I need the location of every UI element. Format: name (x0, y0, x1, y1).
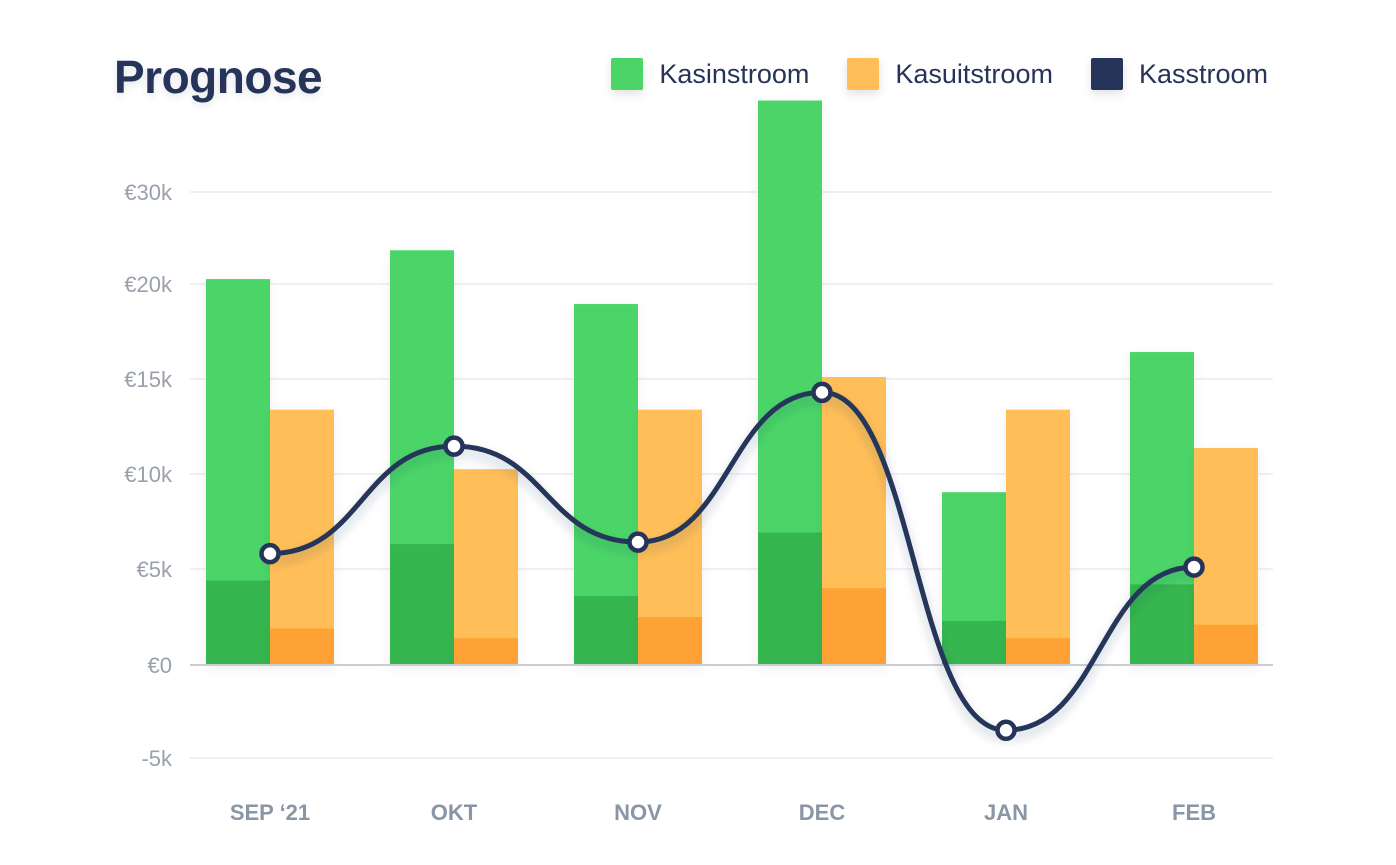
y-axis: -5k €0 €5k €10k €15k €20k €30k (124, 180, 173, 771)
x-tick-label: JAN (984, 800, 1028, 825)
bar-group (206, 279, 334, 665)
bar-kasinstroom-dark (390, 544, 454, 665)
legend-item-kasinstroom[interactable]: Kasinstroom (611, 58, 809, 90)
bar-kasinstroom-dark (758, 532, 822, 665)
kasstroom-line (259, 381, 1205, 742)
legend-swatch-kasuitstroom (847, 58, 880, 90)
legend-label-kasinstroom: Kasinstroom (659, 58, 810, 89)
legend-label-kasuitstroom: Kasuitstroom (895, 58, 1053, 89)
legend-item-kasstroom[interactable]: Kasstroom (1090, 58, 1268, 90)
kasstroom-line-path (267, 389, 1197, 733)
bars (206, 100, 1258, 665)
x-tick-label: OKT (431, 800, 478, 825)
kasstroom-point[interactable] (1183, 556, 1205, 578)
x-tick-label: FEB (1172, 800, 1216, 825)
legend-swatch-kasstroom (1090, 58, 1123, 90)
bar-kasuitstroom-dark (270, 628, 334, 665)
y-tick-label: -5k (141, 746, 173, 771)
legend-swatch-kasinstroom (611, 58, 644, 90)
y-tick-label: €5k (137, 557, 173, 582)
bar-kasuitstroom-dark (454, 638, 518, 665)
bar-kasuitstroom[interactable] (454, 469, 518, 665)
x-axis: SEP ‘21 OKT NOV DEC JAN FEB (230, 800, 1216, 825)
kasstroom-point[interactable] (627, 531, 649, 553)
bar-kasuitstroom-dark (1194, 624, 1258, 665)
x-tick-label: DEC (799, 800, 846, 825)
kasstroom-point[interactable] (811, 381, 833, 404)
chart-title: Prognose (114, 51, 323, 103)
bar-group (1130, 352, 1258, 665)
y-tick-label: €10k (124, 462, 173, 487)
bar-group (574, 304, 702, 665)
legend-label-kasstroom: Kasstroom (1138, 58, 1268, 89)
bar-kasinstroom-dark (206, 580, 270, 665)
bar-group (758, 100, 886, 665)
bar-kasuitstroom-dark (1006, 638, 1070, 665)
grid-lines (190, 191, 1273, 759)
kasstroom-point[interactable] (995, 719, 1017, 742)
bar-kasinstroom-dark (1130, 584, 1194, 665)
legend: Kasinstroom Kasuitstroom Kasstroom (611, 58, 1268, 90)
bar-kasuitstroom-dark (822, 588, 886, 665)
y-tick-label: €30k (124, 180, 173, 205)
bar-group (942, 409, 1070, 665)
bar-kasuitstroom-dark (638, 617, 702, 665)
y-tick-label: €15k (124, 367, 173, 392)
bar-group (390, 250, 518, 665)
legend-item-kasuitstroom[interactable]: Kasuitstroom (847, 58, 1053, 90)
y-tick-label: €0 (148, 653, 172, 678)
kasstroom-point[interactable] (443, 435, 465, 457)
x-tick-label: NOV (614, 800, 662, 825)
x-tick-label: SEP ‘21 (230, 800, 310, 825)
kasstroom-point[interactable] (259, 542, 281, 565)
bar-kasinstroom-dark (574, 595, 638, 665)
y-tick-label: €20k (124, 272, 173, 297)
bar-kasinstroom-dark (942, 620, 1006, 665)
bar-kasuitstroom[interactable] (1006, 409, 1070, 665)
